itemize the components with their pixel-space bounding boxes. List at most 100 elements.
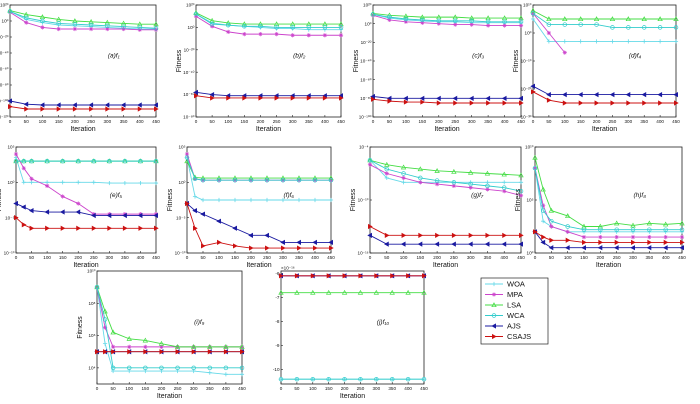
x-tick-label: 100	[224, 119, 232, 124]
legend-box	[480, 277, 549, 345]
series-line-mpa	[369, 164, 522, 197]
series-line-mpa	[372, 14, 521, 26]
series-point-csajs	[76, 225, 81, 231]
series-point-mpa	[137, 27, 142, 32]
series-point-mpa	[102, 325, 108, 330]
x-tick-label: 450	[238, 386, 246, 391]
series-point-wca	[200, 177, 206, 183]
series-point-lsa	[641, 16, 647, 22]
series-line-csajs	[532, 91, 676, 104]
series-line-woa	[372, 13, 521, 24]
x-tick-label: 50	[294, 386, 300, 391]
series-point-mpa	[387, 17, 392, 23]
series-point-lsa	[257, 21, 264, 27]
series-point-csajs	[371, 96, 376, 102]
legend-marker-lsa	[491, 302, 497, 308]
x-tick-label: 250	[90, 255, 98, 260]
series-point-lsa	[110, 329, 116, 335]
x-tick-label: 100	[125, 386, 133, 391]
series-point-mpa	[226, 29, 231, 34]
x-tick-label: 450	[327, 255, 335, 260]
series-point-csajs	[374, 273, 380, 279]
y-tick-label: 10²⁰	[186, 3, 195, 8]
series-point-wca	[420, 17, 425, 23]
series-point-wca	[421, 376, 427, 382]
series-point-ajs	[403, 95, 408, 101]
series-point-csajs	[95, 349, 100, 355]
y-tick-label: 10²⁰	[363, 3, 372, 8]
series-point-mpa	[614, 235, 619, 240]
series-point-ajs	[468, 95, 474, 101]
series-point-lsa	[421, 289, 427, 295]
x-tick-label: 100	[402, 119, 410, 124]
y-tick-label: 10⁰	[525, 31, 532, 36]
x-tick-label: 350	[484, 255, 492, 260]
series-point-wca	[328, 177, 334, 183]
series-point-woa	[76, 180, 81, 185]
series-point-wca	[641, 25, 647, 30]
series-point-mpa	[598, 235, 603, 240]
y-tick-label: 10⁻¹⁰	[4, 251, 15, 256]
y-tick-label: 10⁻¹⁰	[175, 251, 186, 256]
series-point-mpa	[76, 201, 81, 206]
series-point-wca	[418, 175, 423, 181]
y-tick-label: 10⁵	[526, 198, 533, 203]
series-point-csajs	[390, 273, 395, 279]
x-tick-label: 300	[468, 119, 476, 124]
series-point-wca	[530, 11, 536, 16]
series-point-lsa	[126, 335, 132, 341]
series-line-wca	[195, 13, 341, 28]
x-tick-label: 300	[279, 255, 287, 260]
series-point-mpa	[21, 166, 26, 171]
series-point-lsa	[597, 223, 604, 229]
y-tick-label: 10⁰	[188, 25, 195, 30]
series-point-csajs	[451, 232, 457, 238]
series-point-wca	[75, 158, 81, 164]
series-point-wca	[532, 165, 538, 171]
series-point-csajs	[249, 245, 254, 251]
x-tick-label: 400	[311, 255, 319, 260]
series-point-ajs	[518, 241, 523, 247]
series-point-lsa	[104, 19, 111, 25]
series-point-csajs	[193, 225, 198, 231]
series-point-lsa	[120, 20, 127, 26]
series-point-csajs	[610, 100, 616, 106]
series-point-lsa	[23, 11, 29, 17]
series-point-csajs	[274, 95, 280, 101]
series-point-wca	[501, 185, 507, 190]
x-axis-title: Iteration	[70, 126, 95, 133]
series-point-csajs	[313, 245, 318, 251]
series-point-lsa	[384, 161, 390, 167]
series-point-csajs	[418, 232, 424, 238]
series-point-wca	[107, 158, 112, 164]
series-point-csajs	[223, 349, 229, 355]
y-axis-title: Fitness	[350, 188, 357, 211]
series-point-mpa	[72, 26, 77, 32]
series-point-csajs	[549, 237, 555, 243]
series-point-ajs	[39, 102, 45, 108]
x-tick-label: 450	[517, 255, 525, 260]
y-tick-label: 10⁻⁸⁰	[360, 96, 371, 101]
series-point-csajs	[240, 349, 245, 355]
series-point-csajs	[598, 239, 604, 246]
series-point-ajs	[501, 95, 507, 101]
x-tick-label: 350	[484, 119, 492, 124]
series-point-lsa	[294, 289, 300, 295]
y-tick-label: 10¹⁰	[523, 3, 532, 8]
series-point-wca	[663, 227, 668, 232]
series-point-lsa	[630, 222, 636, 228]
series-point-woa	[216, 197, 222, 203]
series-point-wca	[29, 158, 34, 164]
series-point-csajs	[201, 243, 206, 249]
series-point-woa	[223, 372, 228, 377]
series-point-ajs	[597, 245, 603, 251]
series-point-lsa	[546, 16, 552, 22]
series-point-csajs	[469, 100, 475, 106]
series-point-lsa	[389, 289, 395, 295]
y-tick-label: 10⁻⁵	[5, 215, 15, 220]
series-point-ajs	[328, 239, 333, 246]
x-tick-label: 450	[152, 255, 160, 260]
series-point-ajs	[23, 101, 29, 107]
y-tick-label: 10²⁰	[0, 3, 9, 8]
y-axis-title: Fitness	[176, 49, 183, 72]
